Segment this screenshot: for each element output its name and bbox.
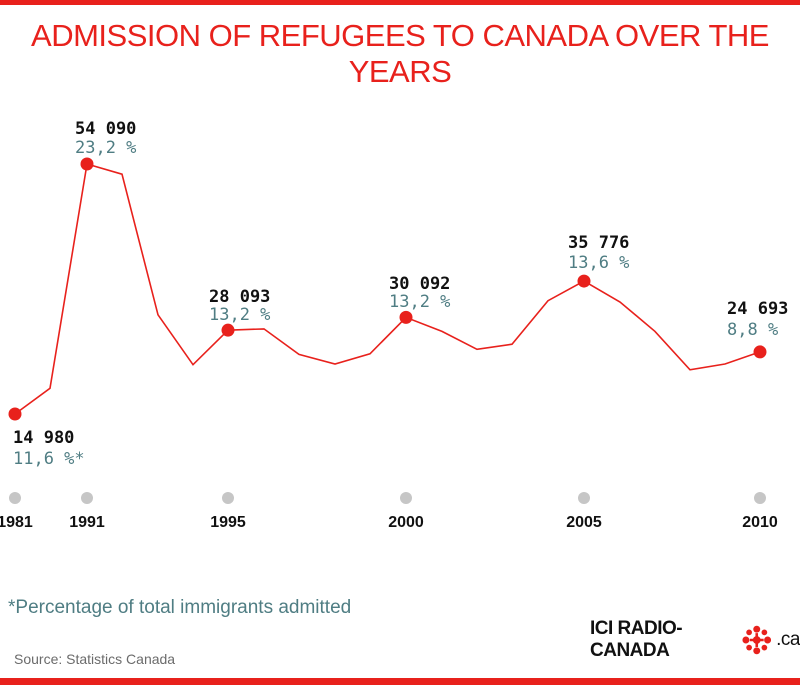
- year-dot-2005: [578, 492, 590, 504]
- percent-label-1981: 11,6 %*: [13, 449, 85, 469]
- percent-label-1995: 13,2 %: [209, 305, 270, 325]
- x-tick-label-1981: 1981: [0, 514, 33, 531]
- series-line: [14, 162, 761, 415]
- highlight-point-1995: [221, 323, 235, 337]
- percent-label-1991: 23,2 %: [75, 138, 136, 158]
- x-tick-label-2010: 2010: [742, 514, 778, 531]
- highlight-point-2000: [399, 310, 413, 324]
- year-dot-2000: [400, 492, 412, 504]
- year-dot-2010: [754, 492, 766, 504]
- count-label-1991: 54 090: [75, 119, 136, 139]
- x-tick-label-1995: 1995: [210, 514, 246, 531]
- count-label-1981: 14 980: [13, 428, 74, 448]
- source-note: Source: Statistics Canada: [14, 651, 176, 667]
- percent-label-2005: 13,6 %: [568, 253, 629, 273]
- year-dot-1995: [222, 492, 234, 504]
- year-dot-1981: [9, 492, 21, 504]
- logo-text: ICI RADIO-CANADA: [590, 618, 683, 661]
- highlight-point-2005: [577, 274, 591, 288]
- x-tick-label-1991: 1991: [69, 514, 105, 531]
- count-label-2005: 35 776: [568, 233, 629, 253]
- count-label-1995: 28 093: [209, 287, 270, 307]
- radio-canada-logo: ICI RADIO-CANADA .ca: [590, 618, 800, 661]
- chart-title: ADMISSION OF REFUGEES TO CANADA OVER THE…: [31, 18, 769, 89]
- percent-label-2000: 13,2 %: [389, 292, 450, 312]
- radio-canada-gem-icon: [742, 625, 771, 655]
- footnote: *Percentage of total immigrants admitted: [8, 597, 352, 618]
- highlight-point-1991: [80, 157, 94, 171]
- year-dot-1991: [81, 492, 93, 504]
- bottom-rule: [0, 678, 800, 685]
- count-label-2010: 24 693: [727, 299, 788, 319]
- top-rule: [0, 0, 800, 5]
- count-label-2000: 30 092: [389, 274, 450, 294]
- x-tick-label-2005: 2005: [566, 514, 602, 531]
- logo-domain: .ca: [776, 629, 800, 650]
- percent-label-2010: 8,8 %: [727, 320, 778, 340]
- highlight-point-2010: [753, 345, 767, 359]
- highlight-point-1981: [8, 407, 22, 421]
- x-tick-label-2000: 2000: [388, 514, 424, 531]
